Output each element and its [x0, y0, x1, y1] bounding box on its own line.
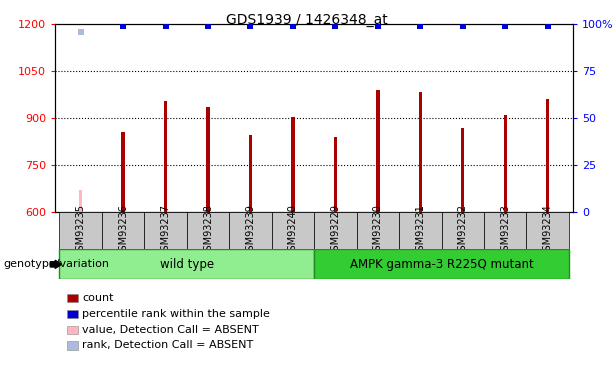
Bar — [546, 99, 549, 212]
Text: rank, Detection Call = ABSENT: rank, Detection Call = ABSENT — [82, 340, 253, 350]
Text: GDS1939 / 1426348_at: GDS1939 / 1426348_at — [226, 13, 387, 27]
Bar — [503, 115, 507, 212]
Bar — [314, 249, 569, 279]
Bar — [164, 101, 167, 212]
Text: GSM93232: GSM93232 — [458, 204, 468, 257]
Bar — [59, 249, 314, 279]
Bar — [333, 137, 337, 212]
Bar — [357, 212, 399, 249]
Text: GSM93233: GSM93233 — [500, 204, 510, 257]
Text: GSM93236: GSM93236 — [118, 204, 128, 257]
Bar — [229, 212, 272, 249]
Bar — [121, 132, 125, 212]
Text: GSM93234: GSM93234 — [543, 204, 553, 257]
Bar — [399, 212, 441, 249]
Text: GSM93239: GSM93239 — [245, 204, 256, 257]
Bar — [249, 135, 252, 212]
Text: value, Detection Call = ABSENT: value, Detection Call = ABSENT — [82, 325, 259, 334]
Bar — [419, 92, 422, 212]
Text: wild type: wild type — [160, 258, 214, 271]
Bar — [461, 128, 465, 212]
Bar — [527, 212, 569, 249]
Bar — [102, 212, 144, 249]
Text: GSM93238: GSM93238 — [203, 204, 213, 257]
Text: GSM93235: GSM93235 — [75, 204, 86, 257]
Text: percentile rank within the sample: percentile rank within the sample — [82, 309, 270, 319]
Text: GSM93230: GSM93230 — [373, 204, 383, 257]
Bar — [291, 117, 295, 212]
Bar — [314, 212, 357, 249]
Text: AMPK gamma-3 R225Q mutant: AMPK gamma-3 R225Q mutant — [349, 258, 533, 271]
Bar — [144, 212, 187, 249]
Bar — [79, 190, 82, 212]
Bar — [272, 212, 314, 249]
Text: GSM93237: GSM93237 — [161, 204, 170, 257]
Text: count: count — [82, 293, 113, 303]
Bar — [484, 212, 527, 249]
Text: GSM93229: GSM93229 — [330, 204, 340, 257]
Bar — [441, 212, 484, 249]
Text: GSM93240: GSM93240 — [288, 204, 298, 257]
Bar — [376, 90, 379, 212]
Text: GSM93231: GSM93231 — [415, 204, 425, 257]
Text: genotype/variation: genotype/variation — [3, 260, 109, 269]
Bar — [59, 212, 102, 249]
Bar — [207, 107, 210, 212]
Bar — [187, 212, 229, 249]
